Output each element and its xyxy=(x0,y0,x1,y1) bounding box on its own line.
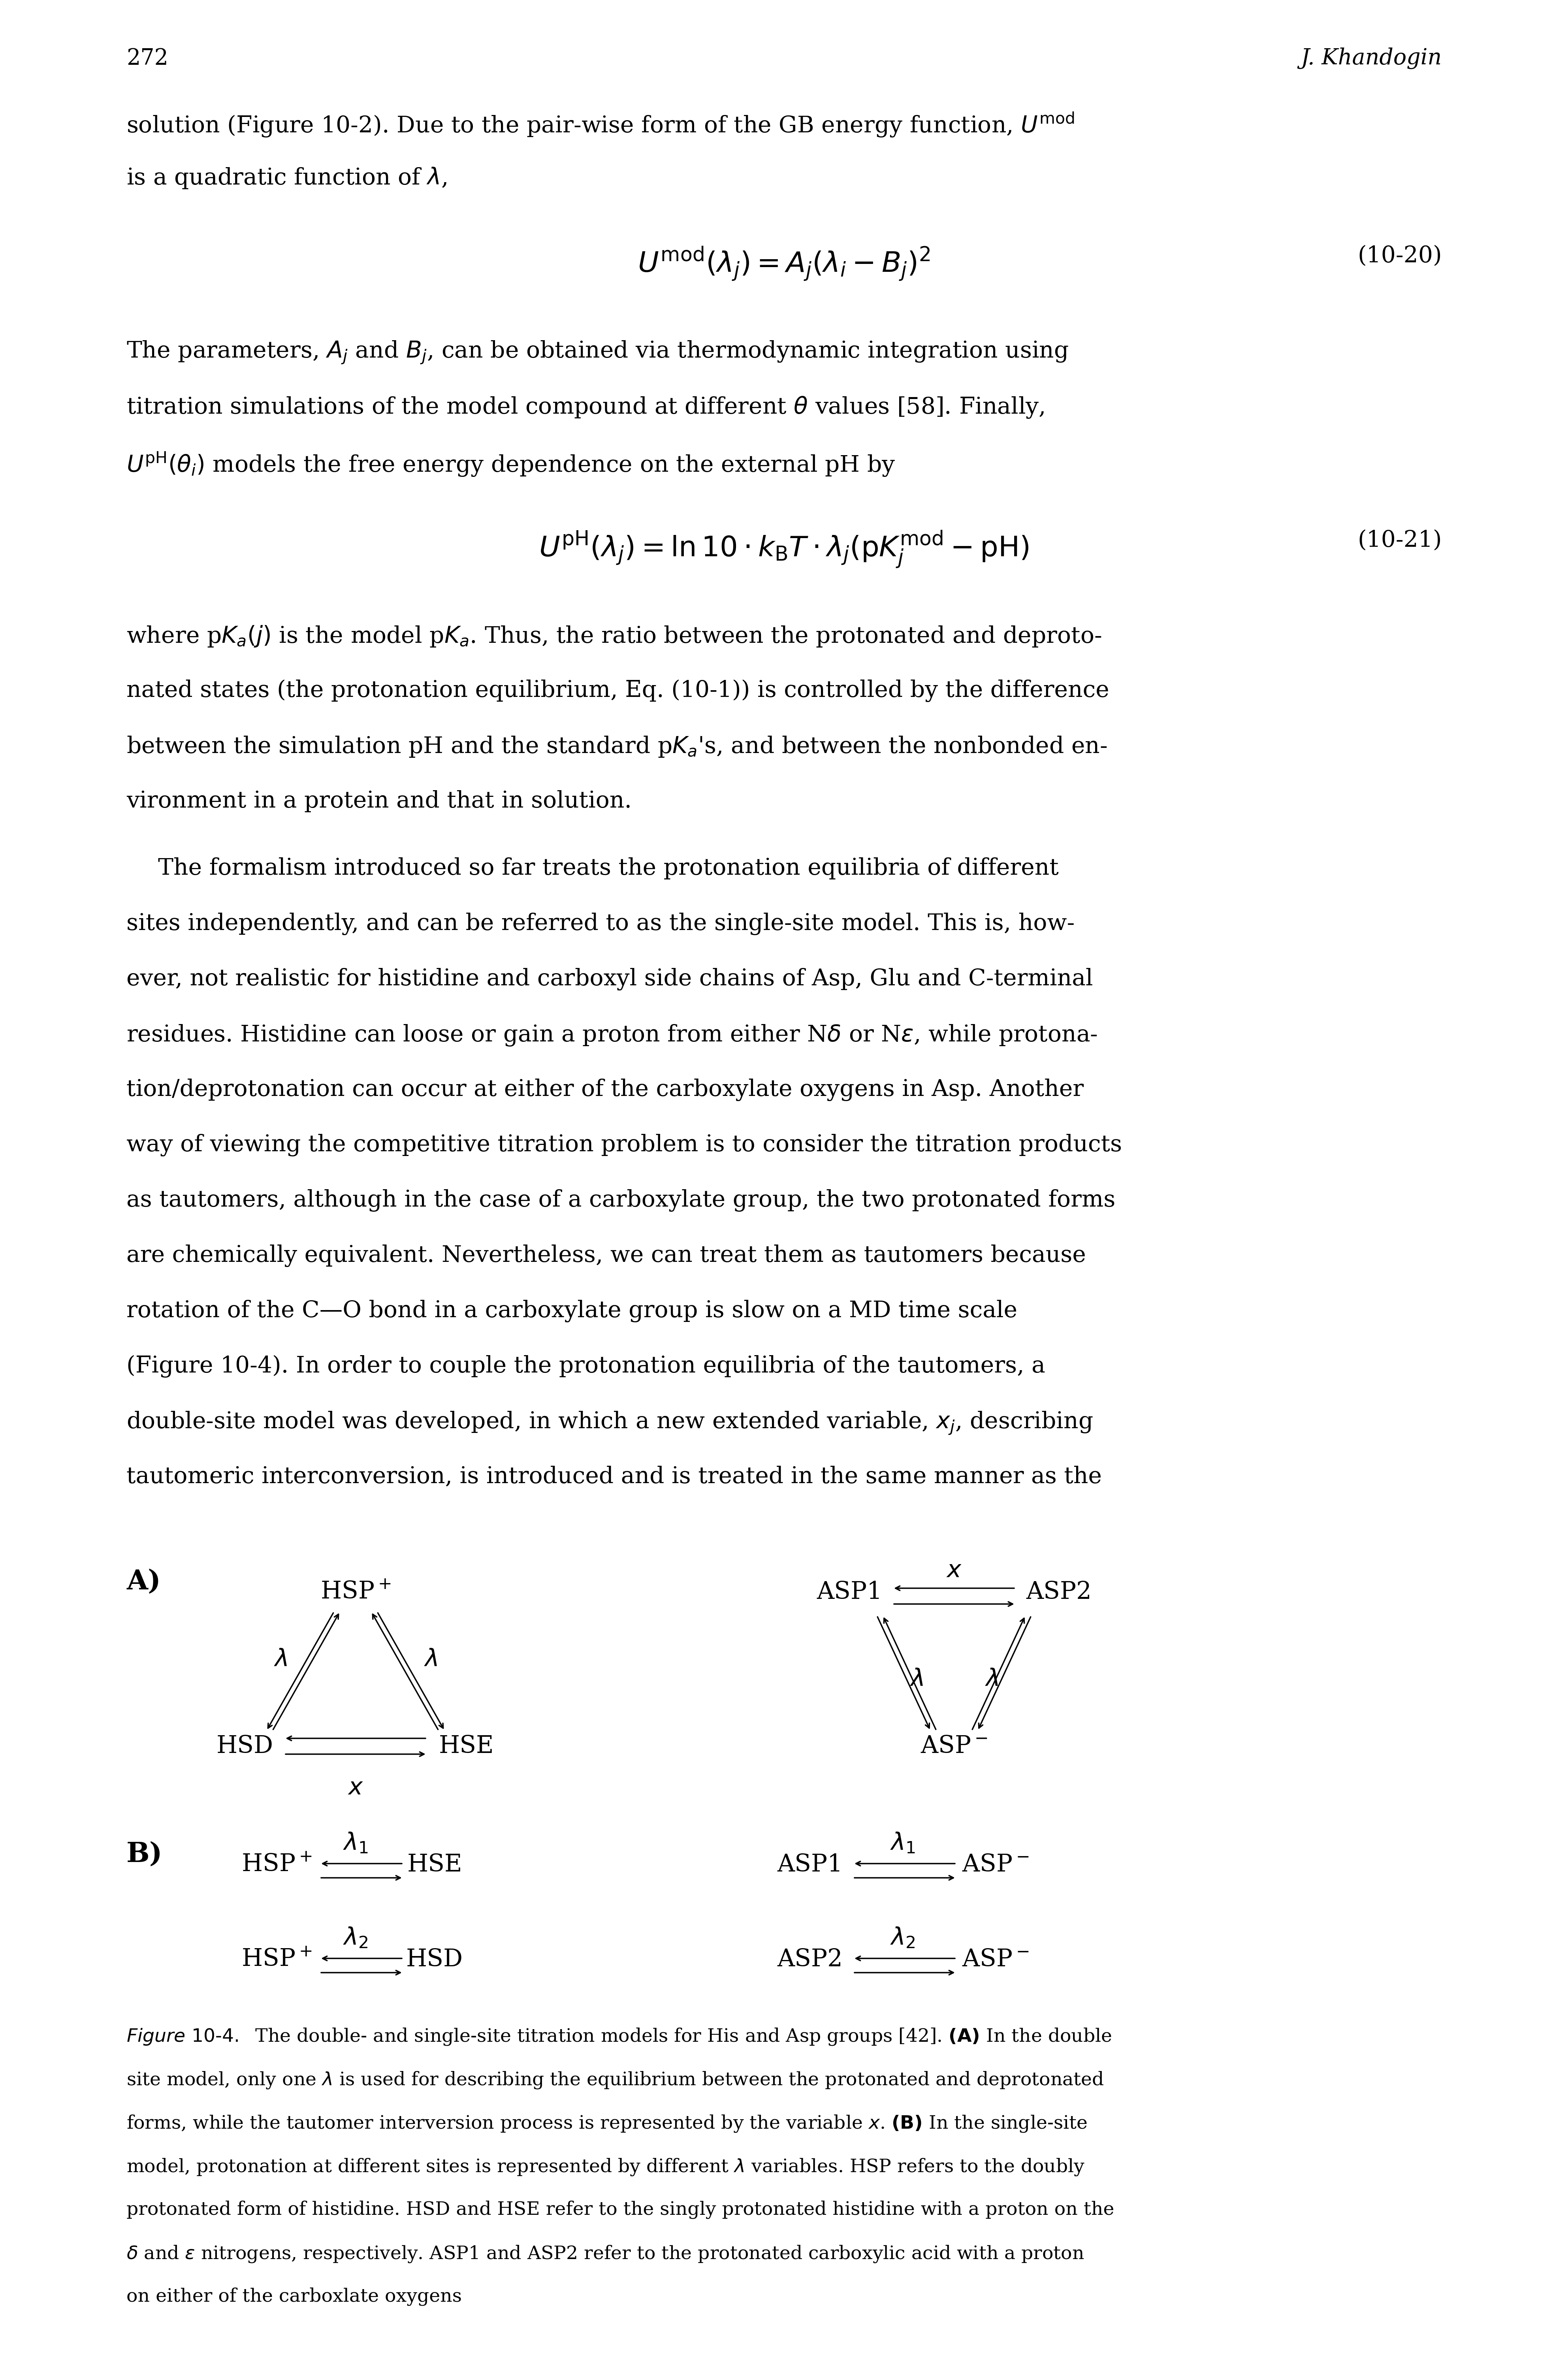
Text: ASP2: ASP2 xyxy=(1025,1580,1091,1604)
Text: $\lambda$: $\lambda$ xyxy=(909,1668,924,1692)
Text: site model, only one $\lambda$ is used for describing the equilibrium between th: site model, only one $\lambda$ is used f… xyxy=(127,2069,1104,2091)
Text: ASP1: ASP1 xyxy=(817,1580,883,1604)
Text: HSP$^+$: HSP$^+$ xyxy=(320,1580,390,1604)
Text: (Figure 10-4). In order to couple the protonation equilibria of the tautomers, a: (Figure 10-4). In order to couple the pr… xyxy=(127,1354,1046,1378)
Text: $U^{\mathrm{pH}}(\theta_i)$ models the free energy dependence on the external pH: $U^{\mathrm{pH}}(\theta_i)$ models the f… xyxy=(127,451,895,478)
Text: ever, not realistic for histidine and carboxyl side chains of Asp, Glu and C-ter: ever, not realistic for histidine and ca… xyxy=(127,967,1093,991)
Text: (10-21): (10-21) xyxy=(1358,530,1443,551)
Text: $U^{\mathrm{pH}}(\lambda_j) = \ln 10 \cdot k_\mathrm{B}T \cdot \lambda_j(\mathrm: $U^{\mathrm{pH}}(\lambda_j) = \ln 10 \cd… xyxy=(539,530,1029,570)
Text: on either of the carboxlate oxygens: on either of the carboxlate oxygens xyxy=(127,2288,463,2305)
Text: forms, while the tautomer interversion process is represented by the variable $x: forms, while the tautomer interversion p… xyxy=(127,2115,1087,2134)
Text: $\delta$ and $\varepsilon$ nitrogens, respectively. ASP1 and ASP2 refer to the p: $\delta$ and $\varepsilon$ nitrogens, re… xyxy=(127,2243,1085,2264)
Text: $x$: $x$ xyxy=(946,1559,963,1582)
Text: $\lambda_2$: $\lambda_2$ xyxy=(891,1927,916,1951)
Text: (10-20): (10-20) xyxy=(1358,245,1443,266)
Text: HSE: HSE xyxy=(439,1734,494,1758)
Text: A): A) xyxy=(127,1568,162,1594)
Text: ASP$^-$: ASP$^-$ xyxy=(963,1948,1029,1972)
Text: The formalism introduced so far treats the protonation equilibria of different: The formalism introduced so far treats t… xyxy=(158,858,1058,879)
Text: ASP1: ASP1 xyxy=(778,1853,842,1877)
Text: The parameters, $A_j$ and $B_j$, can be obtained via thermodynamic integration u: The parameters, $A_j$ and $B_j$, can be … xyxy=(127,340,1069,366)
Text: ASP2: ASP2 xyxy=(778,1948,842,1972)
Text: model, protonation at different sites is represented by different $\lambda$ vari: model, protonation at different sites is… xyxy=(127,2157,1085,2176)
Text: HSD: HSD xyxy=(406,1948,463,1972)
Text: J. Khandogin: J. Khandogin xyxy=(1301,48,1443,69)
Text: $\mathit{Figure\ 10\text{-}4.}$  The double- and single-site titration models fo: $\mathit{Figure\ 10\text{-}4.}$ The doub… xyxy=(127,2027,1112,2046)
Text: tion/deprotonation can occur at either of the carboxylate oxygens in Asp. Anothe: tion/deprotonation can occur at either o… xyxy=(127,1079,1083,1100)
Text: $\lambda_2$: $\lambda_2$ xyxy=(343,1927,368,1951)
Text: $U^{\mathrm{mod}}(\lambda_j) = A_j(\lambda_i - B_j)^2$: $U^{\mathrm{mod}}(\lambda_j) = A_j(\lamb… xyxy=(638,245,930,283)
Text: ASP$^-$: ASP$^-$ xyxy=(963,1853,1029,1877)
Text: between the simulation pH and the standard p$K_a$'s, and between the nonbonded e: between the simulation pH and the standa… xyxy=(127,734,1107,758)
Text: protonated form of histidine. HSD and HSE refer to the singly protonated histidi: protonated form of histidine. HSD and HS… xyxy=(127,2200,1115,2219)
Text: nated states (the protonation equilibrium, Eq. (10-1)) is controlled by the diff: nated states (the protonation equilibriu… xyxy=(127,680,1109,703)
Text: HSD: HSD xyxy=(216,1734,273,1758)
Text: solution (Figure 10-2). Due to the pair-wise form of the GB energy function, $U^: solution (Figure 10-2). Due to the pair-… xyxy=(127,112,1074,138)
Text: HSP$^+$: HSP$^+$ xyxy=(241,1948,312,1972)
Text: vironment in a protein and that in solution.: vironment in a protein and that in solut… xyxy=(127,791,632,813)
Text: residues. Histidine can loose or gain a proton from either N$\delta$ or N$\varep: residues. Histidine can loose or gain a … xyxy=(127,1024,1098,1048)
Text: $\lambda$: $\lambda$ xyxy=(274,1647,287,1670)
Text: B): B) xyxy=(127,1841,163,1868)
Text: $x$: $x$ xyxy=(348,1775,364,1799)
Text: where p$K_a(j)$ is the model p$K_a$. Thus, the ratio between the protonated and : where p$K_a(j)$ is the model p$K_a$. Thu… xyxy=(127,625,1102,649)
Text: is a quadratic function of $\lambda$,: is a quadratic function of $\lambda$, xyxy=(127,166,447,190)
Text: ASP$^-$: ASP$^-$ xyxy=(920,1734,988,1758)
Text: as tautomers, although in the case of a carboxylate group, the two protonated fo: as tautomers, although in the case of a … xyxy=(127,1188,1115,1212)
Text: are chemically equivalent. Nevertheless, we can treat them as tautomers because: are chemically equivalent. Nevertheless,… xyxy=(127,1245,1087,1266)
Text: double-site model was developed, in which a new extended variable, $x_j$, descri: double-site model was developed, in whic… xyxy=(127,1411,1093,1435)
Text: 272: 272 xyxy=(127,48,168,69)
Text: sites independently, and can be referred to as the single-site model. This is, h: sites independently, and can be referred… xyxy=(127,912,1074,936)
Text: $\lambda_1$: $\lambda_1$ xyxy=(891,1832,916,1856)
Text: HSE: HSE xyxy=(408,1853,463,1877)
Text: rotation of the C—O bond in a carboxylate group is slow on a MD time scale: rotation of the C—O bond in a carboxylat… xyxy=(127,1300,1018,1323)
Text: $\lambda$: $\lambda$ xyxy=(985,1668,999,1692)
Text: titration simulations of the model compound at different $\theta$ values [58]. F: titration simulations of the model compo… xyxy=(127,394,1044,421)
Text: $\lambda$: $\lambda$ xyxy=(423,1647,437,1670)
Text: HSP$^+$: HSP$^+$ xyxy=(241,1853,312,1877)
Text: tautomeric interconversion, is introduced and is treated in the same manner as t: tautomeric interconversion, is introduce… xyxy=(127,1466,1102,1487)
Text: $\lambda_1$: $\lambda_1$ xyxy=(343,1832,368,1856)
Text: way of viewing the competitive titration problem is to consider the titration pr: way of viewing the competitive titration… xyxy=(127,1133,1123,1157)
